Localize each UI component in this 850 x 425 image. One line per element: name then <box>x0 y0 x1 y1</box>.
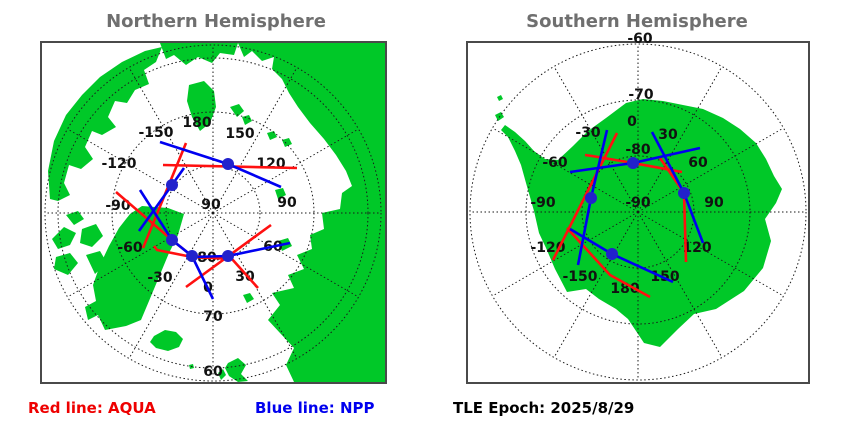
graticule-label: 150 <box>225 126 254 142</box>
land-polygon <box>238 43 385 382</box>
graticule-label: 60 <box>688 155 708 171</box>
graticule-label: 70 <box>203 309 223 325</box>
graticule-label: -120 <box>101 156 136 172</box>
aqua-track <box>551 132 619 261</box>
graticule-label: -30 <box>575 125 601 141</box>
satellite-position-dot <box>585 192 597 204</box>
land-polygon <box>66 211 84 225</box>
meridian-line <box>212 67 298 214</box>
south-map-svg: -60-70-80-900-30 30-60 60-90 90-120 120-150 1… <box>469 31 807 381</box>
graticule-label: -80 <box>625 142 651 158</box>
graticule-label: -60 <box>627 31 653 47</box>
land-polygon <box>501 99 782 347</box>
graticule-label: 180 <box>182 115 211 131</box>
land-polygon <box>52 227 76 249</box>
meridian-line <box>637 211 723 358</box>
meridian-line <box>637 66 723 213</box>
land-polygon <box>243 293 254 303</box>
graticule-label: -70 <box>628 87 654 103</box>
satellite-position-dot <box>166 179 178 191</box>
latitude-circle <box>57 57 369 369</box>
aqua-track <box>584 153 683 174</box>
graticule-label: 90 <box>704 195 724 211</box>
npp-track <box>138 189 215 300</box>
graticule-label: -90 <box>530 195 556 211</box>
land-polygon <box>48 47 162 201</box>
satellite-position-dot <box>222 250 234 262</box>
satellite-position-dot <box>627 157 639 169</box>
meridian-line <box>637 211 784 297</box>
meridian-line <box>67 212 214 298</box>
graticule-label: -60 <box>542 155 568 171</box>
graticule-label: 120 <box>682 240 711 256</box>
meridian-line <box>67 128 214 214</box>
meridian-line <box>212 212 359 298</box>
graticule-label: -60 <box>117 240 143 256</box>
satellite-position-dot <box>166 234 178 246</box>
satellite-position-dot <box>186 250 198 262</box>
land-polygon <box>150 330 183 351</box>
meridian-line <box>128 67 214 214</box>
graticule-label: -150 <box>562 269 597 285</box>
south-hemisphere-map: -60 -70 -80 -90 0 -30 30 -60 60 -90 90 -120 120 -150 1… <box>466 31 810 384</box>
land-polygon <box>282 138 292 147</box>
meridian-line <box>128 212 214 359</box>
graticule-label: 180 <box>610 281 639 297</box>
land-polygon <box>80 224 103 247</box>
land-polygon <box>497 95 503 101</box>
land-polygon <box>86 251 107 274</box>
graticule-label: -90 <box>105 198 131 214</box>
meridian-line <box>212 128 359 214</box>
meridian-line <box>553 211 639 358</box>
graticule-label: 0 <box>627 114 637 130</box>
land-polygon <box>242 115 252 125</box>
latitude-circle <box>469 43 807 381</box>
satellite-position-dot <box>606 248 618 260</box>
land-polygon <box>225 358 248 382</box>
tle-epoch-label: TLE Epoch: 2025/8/29 <box>453 399 635 417</box>
land-polygon <box>160 43 238 65</box>
latitude-circle <box>44 44 382 382</box>
legend-aqua: Red line: AQUA <box>28 399 156 417</box>
south-map-title: Southern Hemisphere <box>526 11 748 32</box>
land-polygon <box>267 131 277 140</box>
north-map-svg: 180-150 150-120 120-90 90-60 60-30 3009080706… <box>44 43 385 382</box>
graticule-label: 120 <box>256 156 285 172</box>
land-polygon <box>275 188 286 199</box>
graticule-label: 90 <box>201 197 221 213</box>
legend-npp: Blue line: NPP <box>255 399 375 417</box>
graticule-label: -150 <box>138 125 173 141</box>
meridian-line <box>553 66 639 213</box>
land-polygon <box>54 253 78 275</box>
graticule-label: -30 <box>147 270 173 286</box>
graticule-label: -90 <box>625 195 651 211</box>
land-polygon <box>85 206 184 330</box>
north-map-title: Northern Hemisphere <box>106 11 326 32</box>
land-polygon <box>218 369 226 380</box>
north-hemisphere-map: 180 -150 150 -120 120 -90 90 -60 60 -30 30 0 90 80 70 6… <box>40 41 387 384</box>
land-polygon <box>187 81 216 131</box>
graticule-label: 30 <box>658 127 678 143</box>
satellite-position-dot <box>222 158 234 170</box>
graticule-label: 60 <box>203 364 223 380</box>
land-polygon <box>230 104 244 117</box>
meridian-line <box>637 127 784 213</box>
satellite-position-dot <box>678 187 690 199</box>
graticule-label: 90 <box>277 195 297 211</box>
